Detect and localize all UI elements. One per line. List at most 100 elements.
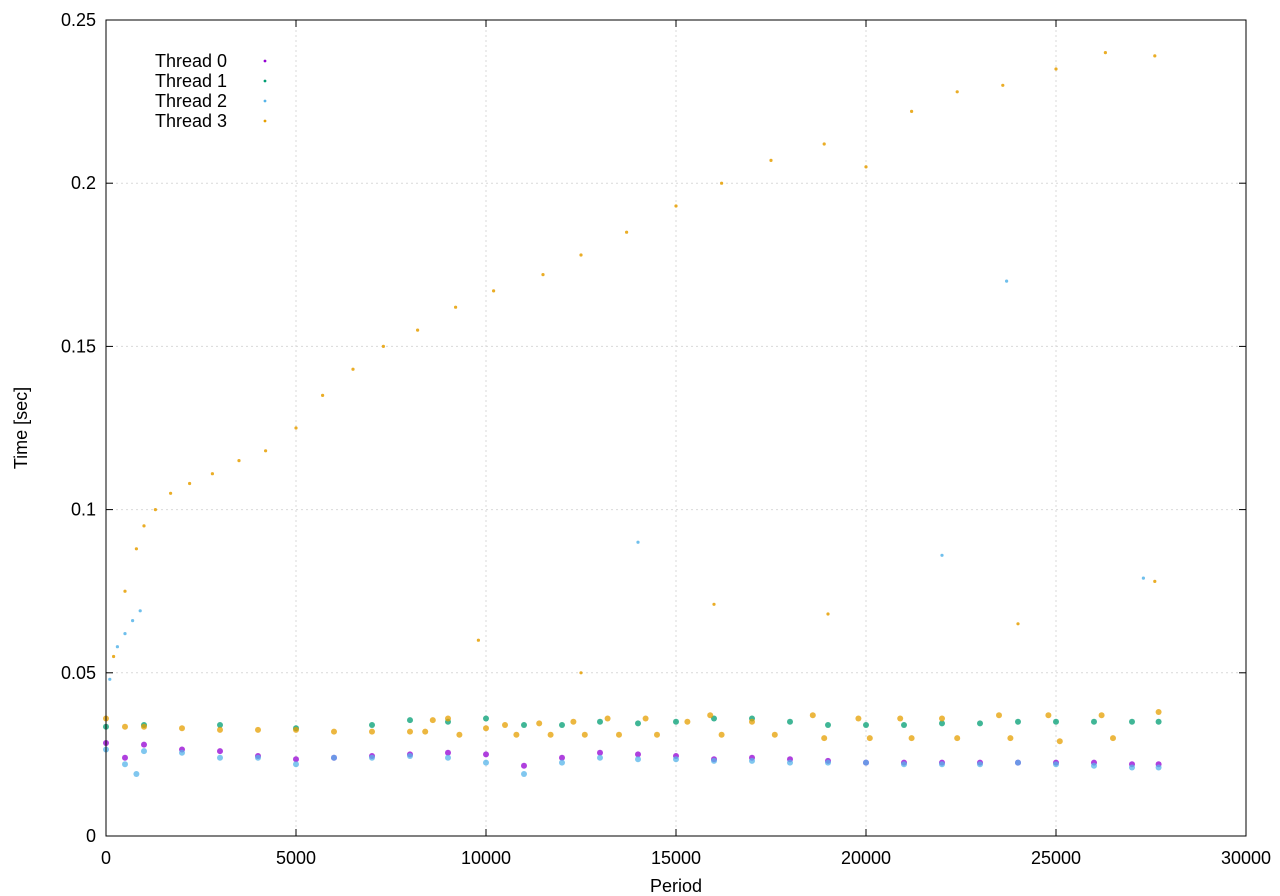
data-point [369,728,375,735]
data-point [897,715,904,722]
outlier-point [712,602,716,606]
grid [106,20,1246,836]
series-thread-2 [103,279,1162,777]
data-point [570,718,577,725]
data-point [1015,759,1021,766]
data-point [1015,718,1021,725]
data-point [642,715,649,722]
outlier-point [112,654,116,659]
outlier-point [416,328,420,332]
legend-label: Thread 2 [155,91,227,111]
outlier-point [1103,51,1107,55]
data-point [809,712,816,719]
x-tick-label: 30000 [1221,848,1271,868]
data-point [407,753,413,759]
data-point [977,761,983,768]
y-tick-label: 0.2 [71,173,96,193]
legend-marker [263,79,267,83]
outlier-point [579,671,583,675]
data-point [908,735,915,742]
data-point [604,715,611,722]
data-point [597,749,603,756]
outlier-point [822,142,826,146]
legend-label: Thread 3 [155,111,227,131]
outlier-point [910,109,914,113]
outlier-point [636,540,640,544]
x-tick-label: 5000 [276,848,316,868]
plot-frame [105,19,1247,837]
outlier-point [579,253,583,257]
data-point [1155,718,1162,725]
outlier-point [237,459,241,463]
outlier-point [142,524,146,528]
data-point [255,754,261,761]
outlier-point [476,638,480,642]
data-point [787,718,793,725]
y-tick-label: 0.15 [61,336,96,356]
data-point [502,722,508,728]
data-point [901,722,907,728]
data-point [635,751,641,758]
outlier-point [264,449,268,453]
data-point [483,759,489,766]
data-point [293,726,299,733]
outlier-point [1153,54,1157,58]
data-point [954,735,961,742]
outlier-point [188,481,192,486]
data-point [122,754,128,761]
data-point [536,720,543,727]
outlier-point [1153,579,1157,584]
data-point [217,722,223,728]
outlier-point [454,305,458,309]
outlier-point [720,181,724,185]
data-point [133,771,140,777]
data-point [293,761,299,768]
x-tick-label: 25000 [1031,848,1081,868]
outlier-point [1001,83,1005,87]
x-tick-label: 0 [101,848,111,868]
data-point [255,726,261,733]
data-point [654,731,660,738]
data-point [445,715,451,722]
data-point [407,728,413,735]
data-point [331,728,337,735]
data-point [939,720,945,727]
outlier-point [294,426,298,430]
x-tick-label: 20000 [841,848,891,868]
y-tick-label: 0.25 [61,10,96,30]
series-thread-1 [103,715,1162,732]
data-point [855,715,862,722]
data-point [483,725,489,732]
data-point [369,722,375,728]
outlier-point [169,491,173,495]
outlier-point [1005,279,1009,283]
data-point [521,722,527,728]
data-point [1155,709,1162,715]
data-point [825,759,831,766]
data-point [1098,712,1105,719]
data-point [996,712,1002,719]
data-point [749,718,755,725]
data-point [217,754,223,761]
data-point [1056,738,1063,745]
outlier-point [153,508,157,512]
outlier-point [108,677,112,681]
data-point [331,754,337,761]
outlier-point [115,645,119,649]
outlier-point [955,90,959,94]
outlier-point [1016,622,1020,626]
x-tick-label: 15000 [651,848,701,868]
outlier-point [940,553,944,557]
legend-label: Thread 1 [155,71,227,91]
data-point [1091,718,1097,725]
data-point [939,715,945,722]
data-point [122,723,128,730]
data-point [559,754,565,761]
data-point [369,754,375,761]
data-point [707,712,714,719]
legend-marker [263,99,267,103]
data-point [521,771,527,777]
data-point [141,748,147,755]
axis-ticks: 0 5000 10000 15000 20000 25000 30000 0 0.05 0.1 0.… [61,10,1271,868]
data-point [787,759,793,766]
